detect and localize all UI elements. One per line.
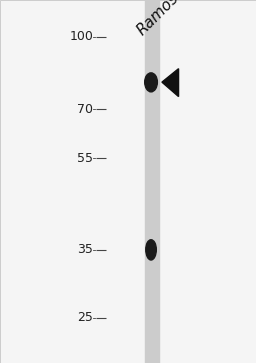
- Ellipse shape: [145, 73, 157, 92]
- Text: Ramos: Ramos: [134, 0, 181, 38]
- Text: 100: 100: [70, 30, 93, 44]
- Text: 55: 55: [77, 152, 93, 164]
- Text: 35: 35: [78, 243, 93, 256]
- Polygon shape: [162, 69, 179, 97]
- Text: 25: 25: [78, 311, 93, 324]
- Ellipse shape: [146, 240, 156, 260]
- Bar: [145, 0, 159, 363]
- Text: 70: 70: [77, 103, 93, 116]
